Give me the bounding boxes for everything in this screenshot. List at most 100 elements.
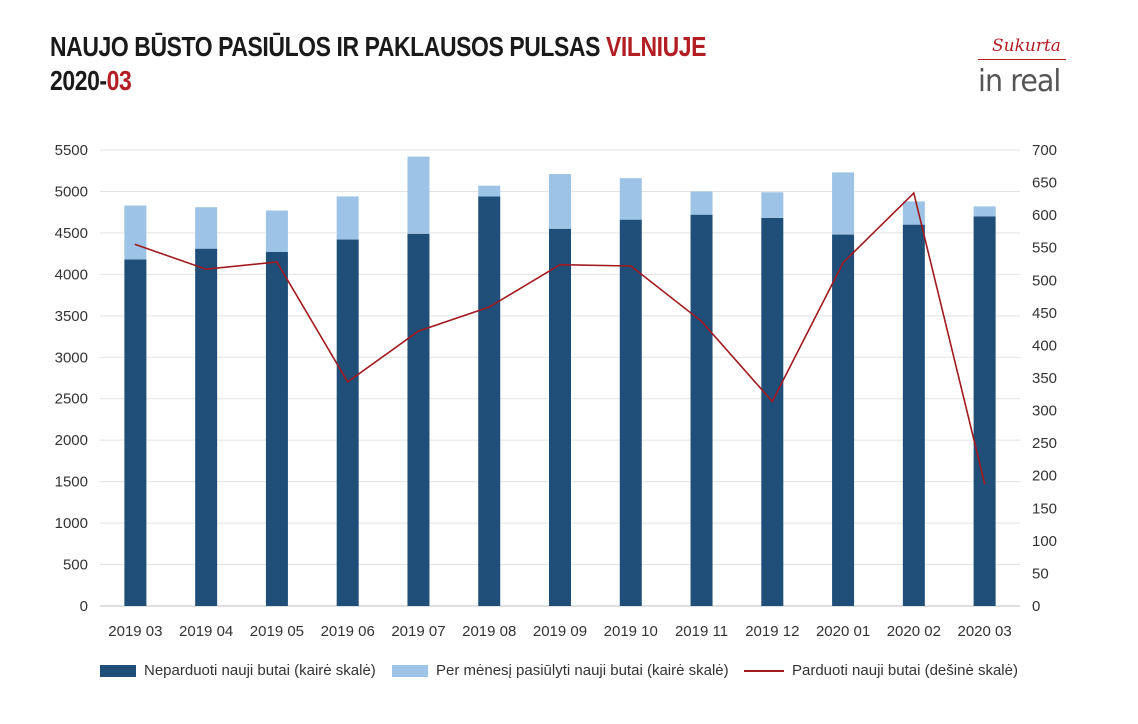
y-right-tick-label: 650: [1032, 175, 1057, 192]
bar-unsold: [832, 234, 855, 607]
y-right-tick-label: 150: [1032, 500, 1057, 517]
y-right-tick-label: 400: [1032, 337, 1057, 354]
bar-unsold: [902, 224, 925, 607]
y-left-tick-label: 4500: [55, 225, 88, 242]
bar-offered: [265, 210, 288, 252]
legend-item-offered: Per mėnesį pasiūlyti nauji butai (kairė …: [392, 662, 729, 679]
y-left-tick-label: 3500: [55, 308, 88, 325]
x-tick-label: 2019 09: [533, 623, 587, 640]
chart-title: NAUJO BŪSTO PASIŪLOS IR PAKLAUSOS PULSAS…: [50, 30, 706, 64]
title-accent-text: VILNIUJE: [605, 31, 707, 62]
y-left-tick-label: 5500: [55, 142, 88, 159]
y-right-tick-label: 350: [1032, 370, 1057, 387]
legend-item-sold: Parduoti nauji butai (dešinė skalė): [744, 662, 1018, 679]
y-left-tick-label: 3000: [55, 349, 88, 366]
bar-unsold: [265, 251, 288, 606]
x-tick-label: 2019 10: [604, 623, 658, 640]
x-tick-label: 2019 12: [745, 623, 799, 640]
bar-unsold: [195, 248, 218, 607]
logo-brand: in real: [978, 64, 1061, 99]
x-tick-label: 2019 08: [462, 623, 516, 640]
title-main-text: NAUJO BŪSTO PASIŪLOS IR PAKLAUSOS PULSAS: [50, 31, 606, 62]
line-point-sold: [700, 320, 703, 323]
legend-label-unsold: Neparduoti nauji butai (kairė skalė): [144, 662, 376, 679]
legend-swatch-offered: [392, 664, 428, 677]
x-tick-label: 2019 06: [321, 623, 375, 640]
chart-header: NAUJO BŪSTO PASIŪLOS IR PAKLAUSOS PULSAS…: [50, 30, 850, 98]
legend-label-offered: Per mėnesį pasiūlyti nauji butai (kairė …: [436, 662, 729, 679]
bar-offered: [336, 196, 359, 240]
x-tick-label: 2019 03: [108, 623, 162, 640]
y-left-tick-label: 2000: [55, 432, 88, 449]
brand-logo: Sukurta in real: [970, 32, 1080, 102]
x-tick-label: 2020 01: [816, 623, 870, 640]
legend-item-unsold: Neparduoti nauji butai (kairė skalė): [100, 662, 376, 679]
x-tick-label: 2020 02: [887, 623, 941, 640]
legend-swatch-unsold: [100, 664, 136, 677]
line-point-sold: [346, 381, 349, 383]
bar-unsold: [407, 233, 430, 607]
bar-offered: [619, 178, 642, 220]
bar-unsold: [124, 259, 147, 606]
x-tick-label: 2019 05: [250, 623, 304, 640]
bar-unsold: [336, 239, 359, 607]
bar-offered: [761, 192, 784, 218]
y-right-tick-label: 450: [1032, 305, 1057, 322]
y-left-tick-label: 1000: [55, 515, 88, 532]
line-point-sold: [559, 263, 561, 266]
y-right-tick-label: 250: [1032, 435, 1057, 452]
x-tick-label: 2019 07: [391, 623, 445, 640]
legend-label-sold: Parduoti nauji butai (dešinė skalė): [792, 662, 1018, 679]
line-point-sold: [771, 400, 774, 403]
y-right-tick-label: 200: [1032, 468, 1057, 485]
line-point-sold: [983, 482, 986, 485]
bar-offered: [407, 156, 430, 234]
y-right-tick-label: 600: [1032, 207, 1057, 224]
y-right-tick-label: 300: [1032, 403, 1057, 420]
bar-offered: [549, 174, 571, 229]
y-right-tick-label: 50: [1032, 565, 1049, 582]
x-tick-label: 2020 03: [957, 623, 1011, 640]
bar-offered: [124, 205, 147, 260]
y-right-tick-label: 500: [1032, 272, 1057, 289]
y-left-tick-label: 2500: [55, 391, 88, 408]
bar-offered: [832, 172, 855, 235]
bar-unsold: [973, 216, 996, 606]
bar-offered: [195, 207, 218, 249]
bar-offered: [690, 191, 713, 215]
y-left-tick-label: 5000: [55, 183, 88, 200]
legend-swatch-sold: [744, 669, 784, 672]
y-left-tick-label: 4000: [55, 266, 88, 283]
chart-subtitle: 2020-03: [50, 64, 706, 98]
subtitle-main-text: 2020-: [50, 65, 107, 96]
logo-divider: [978, 59, 1066, 60]
line-point-sold: [417, 330, 420, 332]
y-right-tick-label: 100: [1032, 533, 1057, 550]
x-tick-label: 2019 04: [179, 623, 233, 640]
bar-unsold: [619, 219, 642, 607]
y-right-tick-label: 550: [1032, 240, 1057, 257]
x-tick-label: 2019 11: [675, 623, 728, 640]
logo-tagline: Sukurta: [992, 36, 1061, 56]
chart-legend: Neparduoti nauji butai (kairė skalė) Per…: [0, 662, 1138, 686]
y-left-tick-label: 0: [80, 598, 88, 615]
line-point-sold: [276, 261, 278, 263]
line-point-sold: [134, 243, 137, 246]
line-point-sold: [488, 306, 491, 308]
bar-offered: [478, 185, 501, 197]
line-point-sold: [842, 261, 844, 264]
line-point-sold: [913, 192, 915, 194]
y-left-tick-label: 500: [63, 557, 88, 574]
y-left-tick-label: 1500: [55, 474, 88, 491]
subtitle-accent-text: 03: [106, 65, 132, 96]
y-right-tick-label: 700: [1032, 142, 1057, 159]
bar-offered: [902, 201, 925, 225]
bar-unsold: [549, 228, 571, 606]
bar-offered: [973, 206, 996, 217]
bar-unsold: [690, 214, 713, 606]
bar-unsold: [761, 217, 784, 606]
bar-unsold: [478, 196, 501, 607]
line-point-sold: [629, 265, 632, 267]
line-point-sold: [205, 268, 207, 271]
